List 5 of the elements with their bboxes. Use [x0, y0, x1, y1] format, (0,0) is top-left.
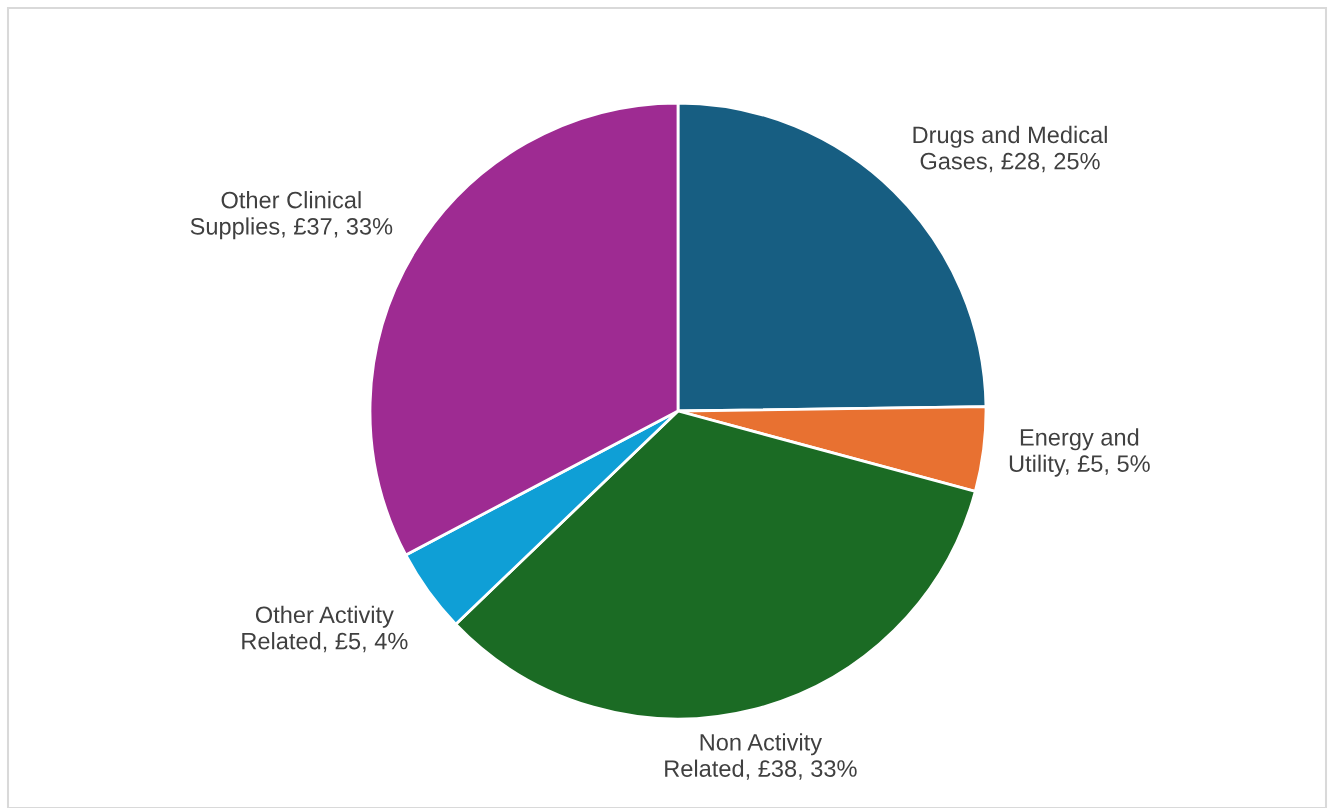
slice-label: Drugs and Medical Gases, £28, 25% — [913, 125, 1107, 173]
slice-label: Other Activity Related, £5, 4% — [242, 605, 408, 653]
slice-label: Non Activity Related, £38, 33% — [665, 733, 857, 780]
slice-label: Energy and Utility, £5, 5% — [1009, 428, 1150, 477]
slice-label: Other Clinical Supplies, £37, 33% — [190, 191, 393, 240]
